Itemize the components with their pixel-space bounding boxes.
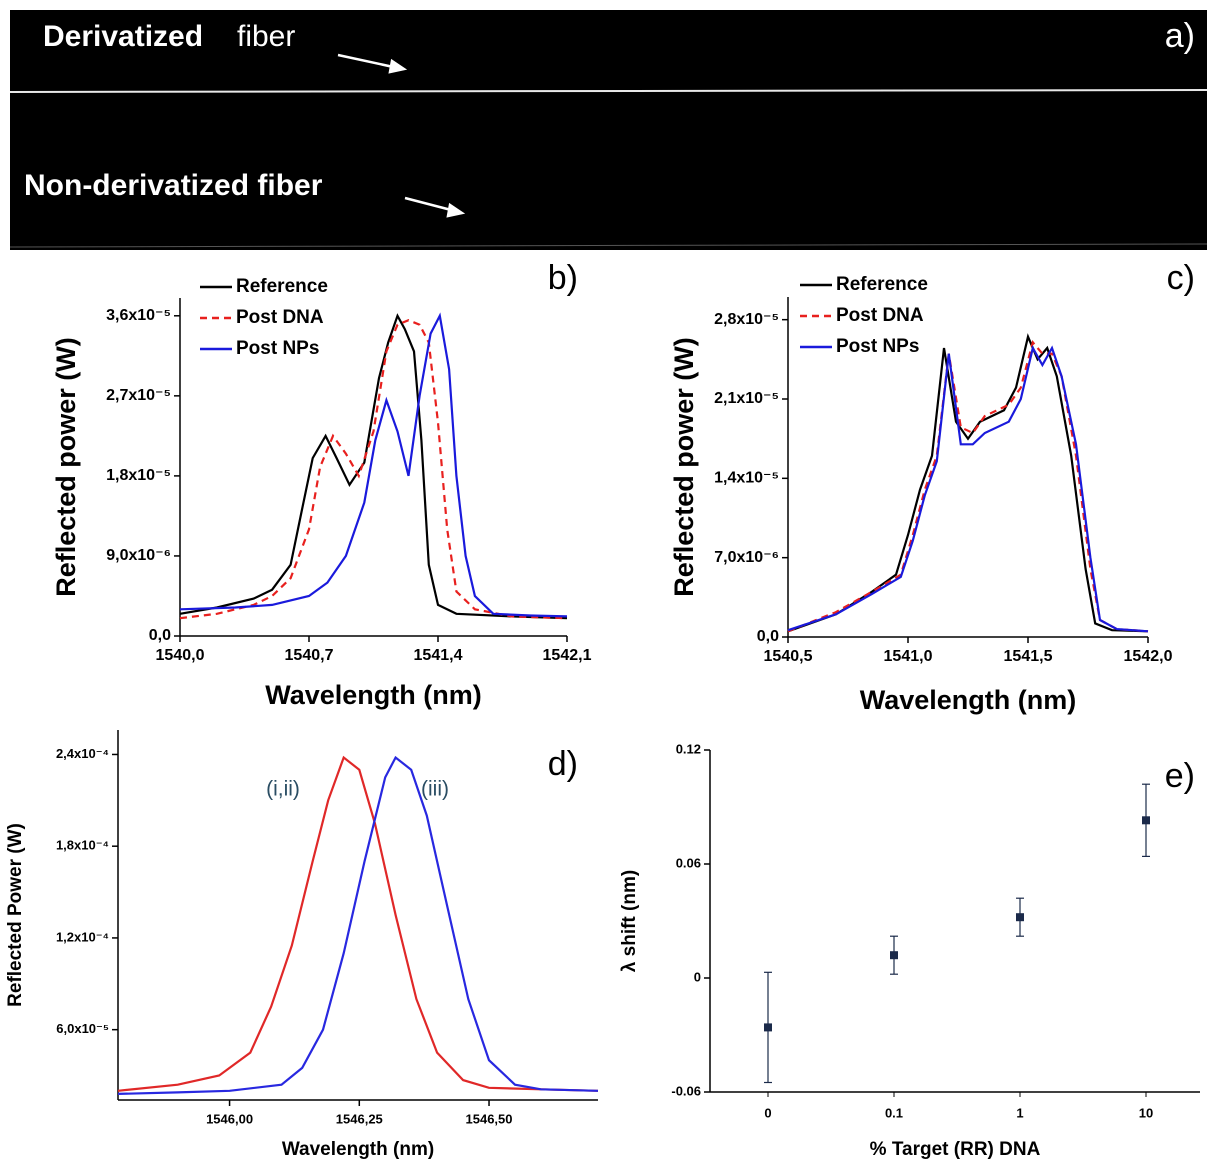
panel-label: c) xyxy=(1167,259,1195,297)
y-tick-label: 0.12 xyxy=(676,741,701,756)
x-tick-label: 1541,0 xyxy=(884,648,933,665)
y-axis-label: Reflected Power (W) xyxy=(5,823,26,1007)
fiber-line xyxy=(9,243,1207,248)
point xyxy=(1142,816,1150,825)
x-axis-label: Wavelength (nm) xyxy=(860,685,1077,715)
x-tick-label: 1540,7 xyxy=(285,647,334,664)
legend-label: Post NPs xyxy=(836,336,919,357)
y-tick-label: 9,0x10⁻⁶ xyxy=(106,547,171,564)
label-derivatized: Derivatized xyxy=(43,20,203,53)
panel-label: d) xyxy=(548,745,578,783)
panel-label: b) xyxy=(548,259,578,297)
panel-label: a) xyxy=(1165,17,1195,55)
line xyxy=(179,319,568,620)
x-tick-label: 1 xyxy=(1016,1105,1023,1120)
y-tick-label: 3,6x10⁻⁵ xyxy=(106,307,171,324)
line xyxy=(117,755,599,1095)
line xyxy=(117,755,599,1092)
x-tick-label: 1540,0 xyxy=(156,647,205,664)
y-axis-label: λ shift (nm) xyxy=(619,870,640,972)
x-tick-label: 1542,0 xyxy=(1124,648,1173,665)
y-tick-label: 1,8x10⁻⁵ xyxy=(106,467,171,484)
x-axis-label: % Target (RR) DNA xyxy=(870,1139,1041,1160)
y-tick-label: 2,7x10⁻⁵ xyxy=(106,387,171,404)
label-non-derivatized: Non-derivatized fiber xyxy=(24,169,323,202)
x-tick-label: 10 xyxy=(1139,1105,1153,1120)
y-tick-label: 0 xyxy=(694,969,701,984)
x-tick-label: 1541,4 xyxy=(414,647,463,664)
line xyxy=(787,345,1149,633)
y-tick-label: 1,8x10⁻⁴ xyxy=(56,838,109,853)
x-tick-label: 1546,50 xyxy=(466,1111,513,1126)
y-tick-label: 7,0x10⁻⁶ xyxy=(714,549,779,566)
x-axis-label: Wavelength (nm) xyxy=(265,680,482,710)
y-tick-label: 0.06 xyxy=(676,855,701,870)
y-tick-label: 1,4x10⁻⁵ xyxy=(714,470,779,487)
point xyxy=(890,951,898,960)
x-tick-label: 0.1 xyxy=(885,1105,903,1120)
y-tick-label: 6,0x10⁻⁵ xyxy=(56,1021,109,1036)
series-label: (iii) xyxy=(421,778,449,801)
y-tick-label: 0,0 xyxy=(757,628,779,645)
y-tick-label: 2,4x10⁻⁴ xyxy=(56,746,109,761)
x-tick-label: 1541,5 xyxy=(1004,648,1053,665)
legend-label: Post NPs xyxy=(236,338,319,359)
line xyxy=(787,333,1149,633)
x-tick-label: 1546,25 xyxy=(336,1111,383,1126)
point xyxy=(764,1023,772,1032)
x-tick-label: 0 xyxy=(764,1105,771,1120)
legend-label: Reference xyxy=(836,274,928,295)
line xyxy=(179,312,568,618)
x-axis-label: Wavelength (nm) xyxy=(282,1139,434,1160)
y-axis-label: Reflected power (W) xyxy=(669,337,699,597)
y-tick-label: 2,1x10⁻⁵ xyxy=(714,390,779,407)
line xyxy=(179,313,568,620)
y-tick-label: 0,0 xyxy=(149,627,171,644)
x-tick-label: 1540,5 xyxy=(764,648,813,665)
panel-label: e) xyxy=(1165,757,1195,795)
legend-label: Reference xyxy=(236,276,328,297)
legend-label: Post DNA xyxy=(236,307,324,328)
fiber-line xyxy=(9,89,1207,93)
x-tick-label: 1542,1 xyxy=(543,647,592,664)
arrows xyxy=(337,53,466,218)
label-fiber: fiber xyxy=(237,20,295,53)
legend-label: Post DNA xyxy=(836,305,924,326)
y-tick-label: -0.06 xyxy=(671,1083,701,1098)
point xyxy=(1016,913,1024,922)
y-tick-label: 2,8x10⁻⁵ xyxy=(714,311,779,328)
micrograph xyxy=(10,10,1207,250)
series-label: (i,ii) xyxy=(266,778,300,801)
y-axis-label: Reflected power (W) xyxy=(51,337,81,597)
y-tick-label: 1,2x10⁻⁴ xyxy=(56,929,109,944)
line xyxy=(787,339,1149,633)
x-tick-label: 1546,00 xyxy=(206,1111,253,1126)
